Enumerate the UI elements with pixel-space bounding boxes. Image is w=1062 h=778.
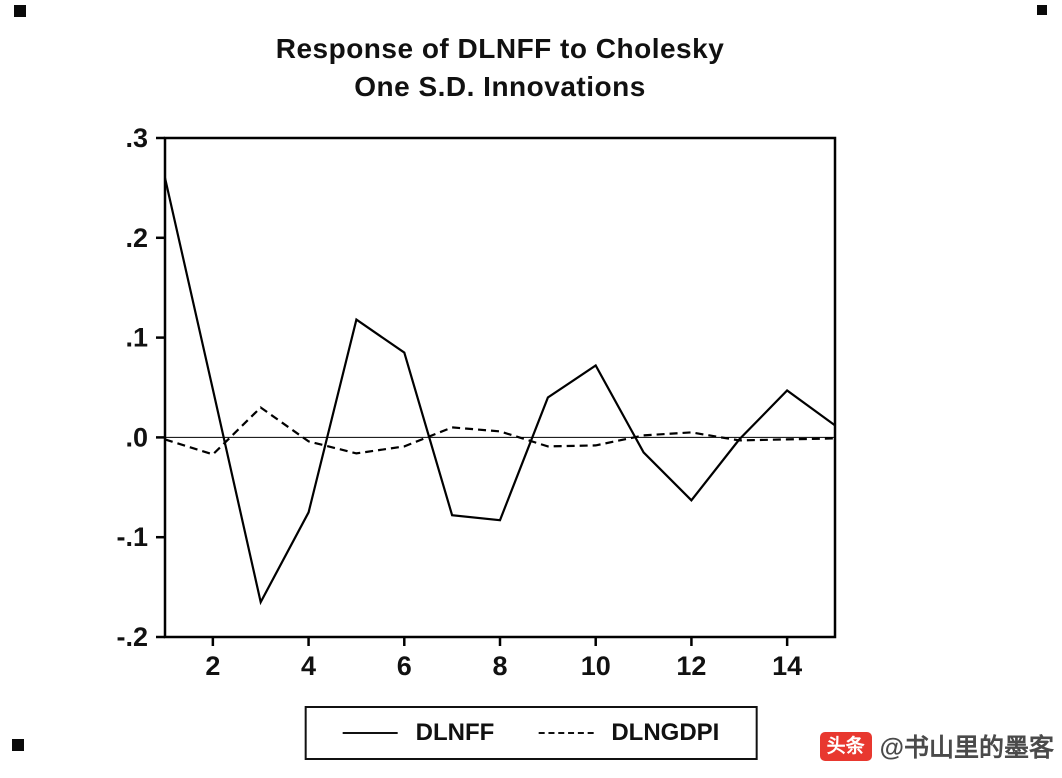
scan-artifact-square (12, 739, 24, 751)
x-tick-label: 2 (205, 651, 220, 681)
toutiao-badge: 头条 (819, 731, 872, 761)
legend-label-dlngdpi: DLNGDPI (611, 719, 720, 746)
chart-title-line-1: Response of DLNFF to Cholesky (275, 33, 725, 64)
legend-label-dlnff: DLNFF (415, 719, 495, 746)
y-tick-label: .0 (125, 422, 148, 452)
series-line-dlngdpi (164, 406, 836, 456)
dlngdpi-line-sample (538, 732, 594, 734)
plot-frame (163, 136, 837, 639)
x-tick-label: 8 (492, 651, 507, 681)
y-tick-label: -.2 (116, 622, 148, 652)
x-tick-label: 6 (397, 651, 412, 681)
y-tick-label: .2 (125, 223, 148, 253)
scan-artifact-square (1037, 5, 1047, 15)
dlnff-line-sample (342, 732, 398, 734)
watermark: 头条 @书山里的墨客 (819, 728, 1054, 764)
legend: DLNFF DLNGDPI (304, 706, 758, 760)
y-tick-label: .3 (125, 123, 148, 153)
y-tick-label: .1 (125, 323, 148, 353)
chart-title-line-2: One S.D. Innovations (354, 71, 646, 102)
x-tick-label: 4 (301, 651, 316, 681)
watermark-handle: @书山里的墨客 (879, 734, 1054, 762)
scan-artifact-square (14, 5, 26, 17)
x-tick-label: 14 (772, 651, 802, 681)
chart-title: Response of DLNFF to Cholesky One S.D. I… (0, 30, 1000, 106)
x-tick-label: 12 (676, 651, 706, 681)
series-line-dlnff (163, 177, 836, 606)
y-tick-label: -.1 (116, 522, 148, 552)
x-tick-label: 10 (581, 651, 611, 681)
